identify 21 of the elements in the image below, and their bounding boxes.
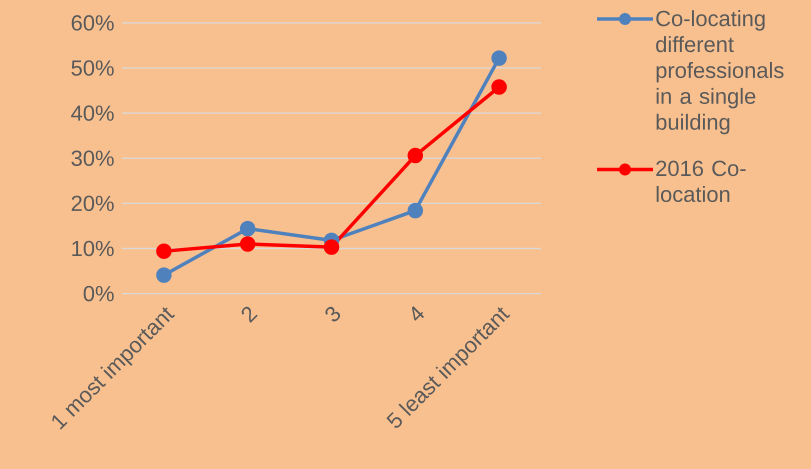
y-tick-label: 20% bbox=[72, 196, 114, 212]
y-tick-label: 40% bbox=[71, 105, 114, 121]
point bbox=[408, 148, 424, 164]
x-tick-label: 4 bbox=[412, 306, 424, 321]
point bbox=[156, 243, 172, 259]
y-tick-label: 50% bbox=[72, 60, 114, 76]
point bbox=[491, 50, 507, 66]
point bbox=[408, 202, 424, 218]
y-tick-label: 30% bbox=[71, 150, 114, 166]
point bbox=[240, 220, 256, 236]
x-tick-label: 3 bbox=[325, 306, 340, 322]
point bbox=[240, 236, 256, 252]
point bbox=[324, 239, 340, 255]
point bbox=[156, 267, 172, 283]
y-tick-label: 10% bbox=[72, 240, 114, 256]
point bbox=[491, 79, 507, 95]
y-tick-label: 0% bbox=[84, 286, 114, 302]
x-tick-label: 2 bbox=[242, 306, 258, 323]
legend-label: 2016 Co-location bbox=[656, 160, 746, 202]
y-tick-label: 60% bbox=[72, 15, 114, 31]
legend-label: Co-locating different professionals in a single building bbox=[656, 10, 784, 134]
